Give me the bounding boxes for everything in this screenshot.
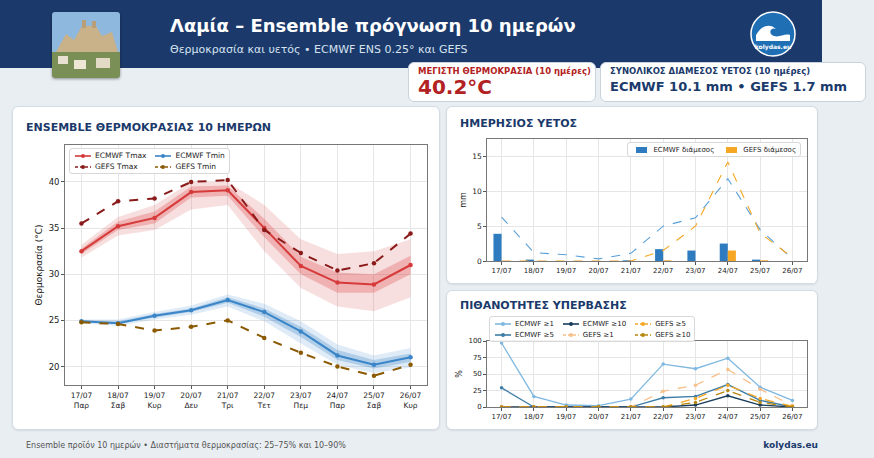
html-text:ECMWF ≥10: ECMWF ≥10 (582, 319, 627, 328)
svg-text:17/07: 17/07 (491, 267, 511, 275)
html-text:ENSEMBLE ΘΕΡΜΟΚΡΑΣΙΑΣ 10 ΗΜΕΡΩ: ENSEMBLE ΘΕΡΜΟΚΡΑΣΙΑΣ 10 ΗΜΕΡΩΝ (26, 121, 272, 134)
svg-text:Θερμοκρασία (°C): Θερμοκρασία (°C) (34, 224, 44, 305)
svg-text:0: 0 (477, 257, 482, 266)
svg-text:30: 30 (49, 269, 60, 279)
svg-text:25: 25 (473, 387, 482, 395)
html-text:ECMWF ≥5: ECMWF ≥5 (515, 330, 554, 339)
html-text:ΗΜΕΡΗΣΙΟΣ ΥΕΤΟΣ: ΗΜΕΡΗΣΙΟΣ ΥΕΤΟΣ (460, 117, 578, 130)
svg-text:24/07: 24/07 (718, 267, 738, 275)
svg-text:kolydas.eu: kolydas.eu (755, 43, 791, 51)
html-text:GEFS ≥5: GEFS ≥5 (655, 319, 686, 328)
svg-text:23/07: 23/07 (685, 413, 705, 421)
svg-text:19/07: 19/07 (556, 267, 576, 275)
html-text:GEFS Tmin: GEFS Tmin (175, 162, 217, 171)
svg-text:18/07Σαβ: 18/07Σαβ (107, 391, 129, 410)
svg-text:24/07: 24/07 (718, 413, 738, 421)
html-text:Λαμία – Ensemble πρόγνωση 10 η: Λαμία – Ensemble πρόγνωση 10 ημερών (170, 15, 576, 36)
svg-text:15: 15 (472, 152, 482, 161)
svg-text:25/07: 25/07 (750, 413, 770, 421)
svg-text:%: % (455, 370, 464, 378)
svg-text:22/07Τετ: 22/07Τετ (253, 391, 275, 410)
svg-text:24/07Παρ: 24/07Παρ (327, 391, 349, 410)
svg-text:25/07: 25/07 (750, 267, 770, 275)
svg-text:21/07Τρι: 21/07Τρι (217, 391, 239, 410)
svg-text:23/07: 23/07 (685, 267, 705, 275)
svg-text:19/07Κυρ: 19/07Κυρ (144, 391, 166, 410)
svg-text:25: 25 (49, 315, 60, 325)
html-text:ECMWF Tmin: ECMWF Tmin (175, 151, 225, 160)
html-text:ECMWF Tmax: ECMWF Tmax (95, 151, 147, 160)
html-text:GEFS ≥10: GEFS ≥10 (655, 330, 691, 339)
svg-text:0: 0 (477, 403, 481, 411)
svg-text:25/07Σαβ: 25/07Σαβ (363, 391, 385, 410)
svg-text:5: 5 (477, 222, 482, 231)
html-text:GEFS ≥1: GEFS ≥1 (582, 330, 614, 339)
html-text:GEFS Tmax: GEFS Tmax (95, 162, 138, 171)
svg-text:26/07: 26/07 (782, 267, 802, 275)
svg-text:18/07: 18/07 (524, 267, 544, 275)
html-text:ECMWF 10.1 mm • GEFS 1.7 mm: ECMWF 10.1 mm • GEFS 1.7 mm (610, 79, 848, 94)
html-text:kolydas.eu: kolydas.eu (763, 440, 818, 450)
html-text:ΠΙΘΑΝΟΤΗΤΕΣ ΥΠΕΡΒΑΣΗΣ: ΠΙΘΑΝΟΤΗΤΕΣ ΥΠΕΡΒΑΣΗΣ (460, 299, 627, 312)
svg-text:40: 40 (49, 177, 60, 187)
svg-text:22/07: 22/07 (653, 267, 673, 275)
svg-text:100: 100 (468, 337, 481, 345)
svg-text:35: 35 (49, 223, 60, 233)
svg-text:26/07Κυρ: 26/07Κυρ (400, 391, 422, 410)
html-text:ECMWF διάμεσος: ECMWF διάμεσος (653, 145, 715, 154)
html-text:Ensemble προϊόν 10 ημερών • Δι: Ensemble προϊόν 10 ημερών • Διαστήματα θ… (26, 441, 346, 450)
html-text:Θερμοκρασία και υετός • ECMWF: Θερμοκρασία και υετός • ECMWF ENS 0.25° … (170, 43, 468, 56)
svg-text:20/07: 20/07 (588, 413, 608, 421)
svg-text:20/07Δευ: 20/07Δευ (180, 391, 202, 410)
svg-text:75: 75 (473, 354, 482, 362)
svg-text:21/07: 21/07 (621, 267, 641, 275)
svg-text:20: 20 (49, 362, 60, 372)
html-text:ΣΥΝΟΛΙΚΟΣ ΔΙΑΜΕΣΟΣ ΥΕΤΟΣ (10 η: ΣΥΝΟΛΙΚΟΣ ΔΙΑΜΕΣΟΣ ΥΕΤΟΣ (10 ημέρες) (610, 66, 811, 76)
svg-text:26/07: 26/07 (782, 413, 802, 421)
svg-text:10: 10 (472, 187, 482, 196)
svg-text:17/07Παρ: 17/07Παρ (71, 391, 93, 410)
html-text:ECMWF ≥1: ECMWF ≥1 (515, 319, 554, 328)
svg-text:23/07Πεμ: 23/07Πεμ (290, 391, 312, 410)
svg-text:mm: mm (459, 192, 468, 208)
html-text:ΜΕΓΙΣΤΗ ΘΕΡΜΟΚΡΑΣΙΑ (10 ημέρες: ΜΕΓΙΣΤΗ ΘΕΡΜΟΚΡΑΣΙΑ (10 ημέρες) (418, 66, 591, 76)
svg-text:19/07: 19/07 (556, 413, 576, 421)
svg-text:17/07: 17/07 (491, 413, 511, 421)
html-text:40.2°C: 40.2°C (418, 75, 492, 99)
svg-text:18/07: 18/07 (524, 413, 544, 421)
svg-text:21/07: 21/07 (621, 413, 641, 421)
svg-text:50: 50 (473, 370, 482, 378)
svg-text:20/07: 20/07 (588, 267, 608, 275)
svg-text:22/07: 22/07 (653, 413, 673, 421)
html-text:GEFS διάμεσος: GEFS διάμεσος (743, 145, 796, 154)
